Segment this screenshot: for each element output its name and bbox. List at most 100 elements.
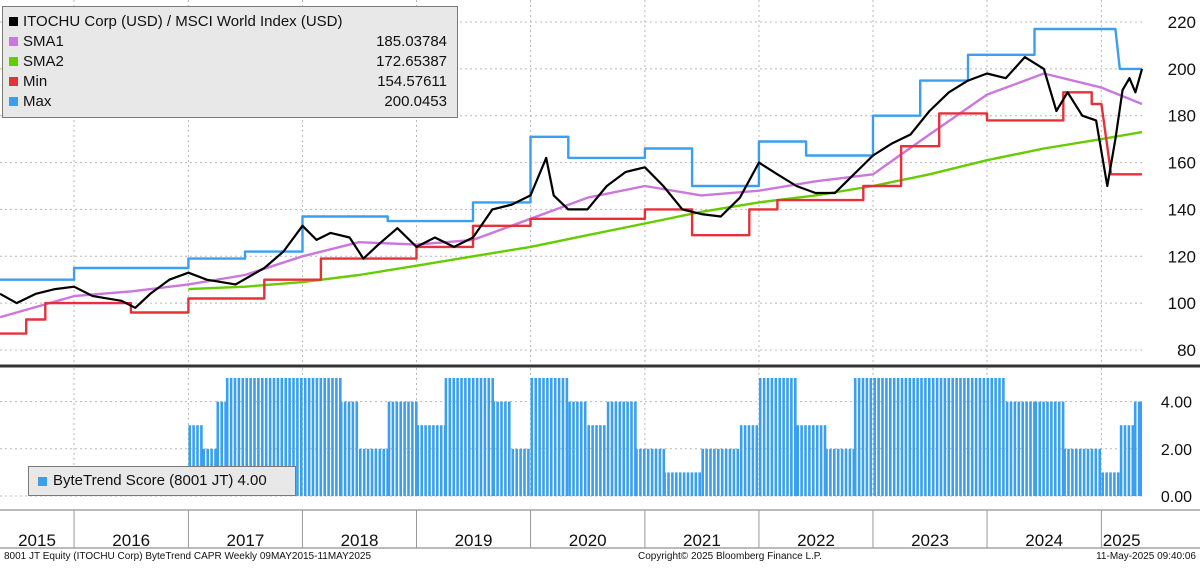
score-bar <box>1061 401 1065 496</box>
score-bar <box>370 448 374 496</box>
score-bar <box>943 378 947 496</box>
score-bar <box>808 425 811 496</box>
score-bar <box>1119 425 1123 496</box>
score-bar <box>606 401 610 496</box>
score-bar <box>626 401 629 496</box>
x-tick-label-2024: 2024 <box>1025 531 1063 550</box>
score-bar <box>565 378 569 496</box>
score-bar <box>595 425 598 496</box>
score-bar <box>924 378 927 496</box>
score-bar <box>947 378 951 496</box>
score-bar <box>912 378 915 496</box>
score-bar <box>456 378 459 496</box>
score-bar <box>994 378 997 496</box>
score-bar <box>444 378 448 496</box>
score-bar <box>844 448 848 496</box>
legend-item-sma1: SMA1 185.03784 <box>3 32 459 51</box>
score-bar <box>307 378 311 496</box>
score-bar <box>1063 448 1066 496</box>
score-bar <box>743 425 747 496</box>
score-bar <box>403 401 406 496</box>
score-tick-label-2.00: 2.00 <box>1161 442 1192 459</box>
y-tick-label-100: 100 <box>1168 294 1196 313</box>
legend-swatch-sma2 <box>9 57 18 66</box>
score-bar <box>796 425 799 496</box>
score-bar <box>678 472 682 496</box>
score-bar <box>720 448 724 496</box>
score-bar <box>675 472 678 496</box>
score-bar <box>829 448 832 496</box>
score-bar <box>904 378 908 496</box>
footer-right: 11-May-2025 09:40:06 <box>1096 551 1196 562</box>
score-bar <box>237 378 241 496</box>
score-bar <box>561 378 565 496</box>
footer-left: 8001 JT Equity (ITOCHU Corp) ByteTrend C… <box>4 551 372 562</box>
score-bar <box>643 448 646 496</box>
score-bar <box>464 378 467 496</box>
score-bar <box>261 378 264 496</box>
y-tick-label-180: 180 <box>1168 107 1196 126</box>
score-bar <box>416 425 420 496</box>
score-legend: ByteTrend Score (8001 JT) 4.00 <box>28 466 296 496</box>
x-tick-label-2023: 2023 <box>911 531 949 550</box>
score-bar <box>663 472 666 496</box>
score-bar <box>249 378 252 496</box>
score-bar <box>848 448 852 496</box>
x-tick-label-2015: 2015 <box>18 531 56 550</box>
y-tick-label-140: 140 <box>1168 200 1196 219</box>
score-bar <box>610 401 614 496</box>
legend-item-max: Max 200.0453 <box>3 92 459 111</box>
score-bar <box>1123 425 1127 496</box>
score-bar <box>415 401 418 496</box>
score-bar <box>1139 401 1142 496</box>
score-bar <box>411 401 414 496</box>
score-bar <box>280 378 284 496</box>
score-bar <box>1046 401 1049 496</box>
score-bar <box>550 378 553 496</box>
legend-swatch-min <box>9 77 18 86</box>
score-bar <box>990 378 993 496</box>
score-bar <box>766 378 770 496</box>
legend-swatch-max <box>9 97 18 106</box>
score-bar <box>978 378 982 496</box>
legend-value-sma1: 185.03784 <box>376 33 447 50</box>
score-bar <box>1034 401 1038 496</box>
score-bar <box>1133 401 1137 496</box>
score-bar <box>724 448 728 496</box>
score-bar <box>557 378 561 496</box>
score-bar <box>939 378 943 496</box>
score-bar <box>892 378 896 496</box>
score-bar <box>1021 401 1024 496</box>
score-bar <box>982 378 986 496</box>
score-bar <box>511 448 515 496</box>
score-bar <box>717 448 720 496</box>
score-bar <box>504 401 507 496</box>
score-bar <box>471 378 475 496</box>
score-bar <box>836 448 840 496</box>
score-bar <box>1033 401 1036 496</box>
score-bar <box>448 378 452 496</box>
score-bar <box>315 378 319 496</box>
score-bar <box>284 378 287 496</box>
score-bar <box>487 378 491 496</box>
score-bar <box>701 448 704 496</box>
score-bar <box>216 401 220 496</box>
score-bar <box>732 448 736 496</box>
series-min-line <box>0 91 1142 335</box>
score-bar <box>241 378 245 496</box>
score-bar <box>865 378 869 496</box>
score-bar <box>896 378 900 496</box>
score-bar <box>804 425 807 496</box>
score-bar <box>399 401 402 496</box>
score-bar <box>343 401 347 496</box>
score-bar <box>580 401 583 496</box>
y-tick-label-120: 120 <box>1168 247 1196 266</box>
score-bar <box>1105 472 1108 496</box>
score-bar <box>374 448 378 496</box>
score-bar <box>622 401 625 496</box>
score-bar <box>311 378 315 496</box>
x-tick-label-2021: 2021 <box>683 531 721 550</box>
x-tick-label-2019: 2019 <box>455 531 493 550</box>
legend-item-sma2: SMA2 172.65387 <box>3 52 459 71</box>
score-bar <box>292 378 295 496</box>
